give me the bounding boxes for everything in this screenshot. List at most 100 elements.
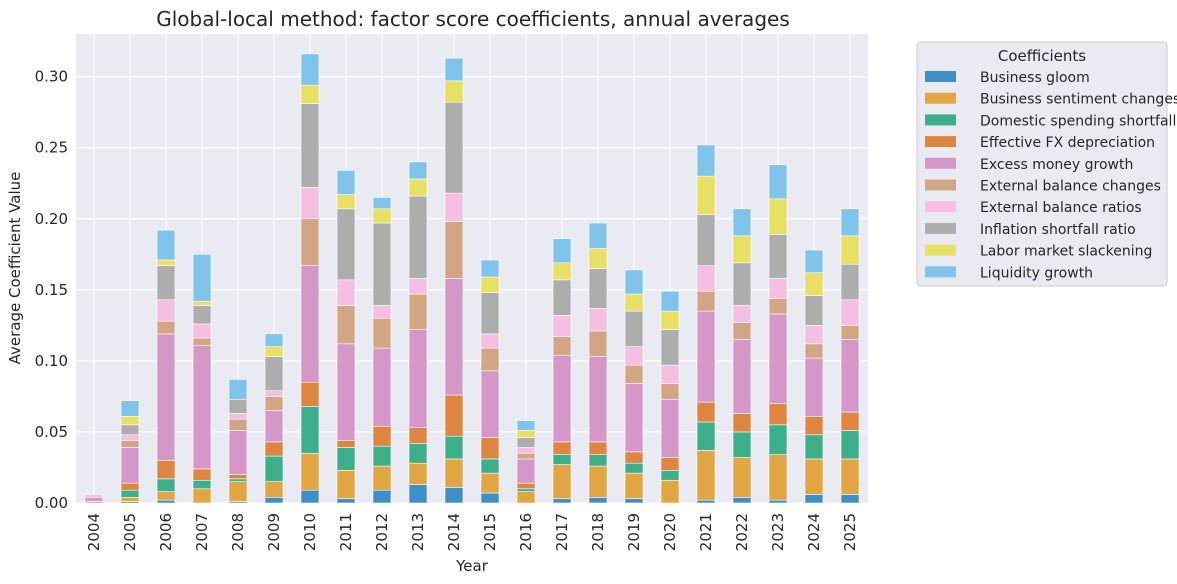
x-tick-label: 2006 <box>157 513 175 551</box>
bar-segment <box>408 427 428 444</box>
bar-segment <box>516 482 536 490</box>
bar-segment <box>660 290 680 312</box>
bar-segment <box>264 390 284 397</box>
bar-segment <box>588 454 608 467</box>
bar-segment <box>660 470 680 481</box>
x-tick-label: 2020 <box>661 513 679 551</box>
x-axis-label: Year <box>455 557 489 575</box>
bar-segment <box>264 346 284 357</box>
bar-segment <box>768 234 788 279</box>
bar-segment <box>624 383 644 453</box>
bar-segment <box>732 208 752 237</box>
bar-segment <box>444 458 464 488</box>
bar-segment <box>516 458 536 484</box>
legend-entry: Labor market slackening <box>980 244 1152 260</box>
bar-segment <box>840 325 860 340</box>
bar-segment <box>804 295 824 326</box>
bar-segment <box>552 441 572 455</box>
bar-segment <box>408 195 428 279</box>
bar-segment <box>660 479 680 504</box>
bar-segment <box>840 208 860 237</box>
bar-segment <box>372 305 392 319</box>
bar-segment <box>156 265 176 301</box>
bar-segment <box>408 462 428 485</box>
x-tick-label: 2021 <box>697 513 715 551</box>
legend-swatch <box>925 201 956 213</box>
bar-segment <box>156 333 176 461</box>
x-tick-label: 2005 <box>121 513 139 551</box>
bar-segment <box>660 398 680 458</box>
x-tick-label: 2011 <box>337 513 355 551</box>
x-tick-label: 2010 <box>301 513 319 551</box>
legend-box <box>916 41 1168 287</box>
bar-segment <box>480 333 500 349</box>
bar-segment <box>228 413 248 420</box>
bar-segment <box>300 406 320 454</box>
x-tick-label: 2016 <box>517 513 535 551</box>
bar-segment <box>120 497 140 502</box>
bar-segment <box>840 339 860 413</box>
bar-segment <box>804 249 824 274</box>
bar-segment <box>660 364 680 384</box>
bar-segment <box>336 498 356 504</box>
x-tick-label: 2019 <box>625 513 643 551</box>
bar-segment <box>120 482 140 491</box>
bar-segment <box>624 346 644 366</box>
bar-segment <box>444 192 464 222</box>
x-tick-label: 2007 <box>193 513 211 551</box>
bar-segment <box>516 430 536 438</box>
bar-segment <box>192 253 212 302</box>
bar-segment <box>444 278 464 396</box>
bar-segment <box>444 80 464 103</box>
y-tick-label: 0.00 <box>35 494 68 512</box>
bar-segment <box>552 354 572 443</box>
bar-segment <box>156 259 176 266</box>
bar-segment <box>732 413 752 433</box>
bar-segment <box>588 441 608 455</box>
bar-segment <box>696 265 716 292</box>
bar-segment <box>696 175 716 215</box>
bar-segment <box>192 305 212 325</box>
bar-segment <box>156 499 176 504</box>
bar-segment <box>768 454 788 501</box>
bar-segment <box>336 194 356 210</box>
legend-swatch <box>925 71 956 82</box>
bar-segment <box>444 487 464 504</box>
bar-segment <box>696 499 716 504</box>
legend-swatch <box>925 244 956 256</box>
legend-swatch <box>925 114 956 126</box>
x-tick-label: 2018 <box>589 513 607 551</box>
bar-segment <box>696 450 716 501</box>
bar-segment <box>336 279 356 306</box>
chart-title: Global-local method: factor score coeffi… <box>156 7 790 31</box>
bar-segment <box>732 305 752 323</box>
bar-segment <box>840 458 860 495</box>
bar-segment <box>624 310 644 347</box>
x-tick-label: 2023 <box>769 513 787 551</box>
legend-entry: External balance changes <box>980 179 1161 195</box>
bar-segment <box>696 421 716 451</box>
bar-segment <box>552 464 572 500</box>
bar-segment <box>840 494 860 504</box>
x-tick-label: 2014 <box>445 513 463 551</box>
bar-segment <box>336 447 356 471</box>
bar-segment <box>372 222 392 306</box>
bar-stacks <box>84 53 860 504</box>
bar-segment <box>300 103 320 188</box>
bar-segment <box>624 462 644 474</box>
bar-segment <box>516 447 536 454</box>
bar-segment <box>660 329 680 366</box>
bar-segment <box>624 269 644 295</box>
bar-segment <box>408 278 428 295</box>
bar-segment <box>372 425 392 447</box>
bar-segment <box>444 435 464 460</box>
bar-segment <box>372 347 392 427</box>
bar-segment <box>588 268 608 309</box>
bar-segment <box>588 356 608 443</box>
bar-segment <box>480 347 500 372</box>
bar-segment <box>804 357 824 417</box>
bar-segment <box>768 164 788 200</box>
bar-segment <box>516 452 536 460</box>
bar-segment <box>516 420 536 431</box>
